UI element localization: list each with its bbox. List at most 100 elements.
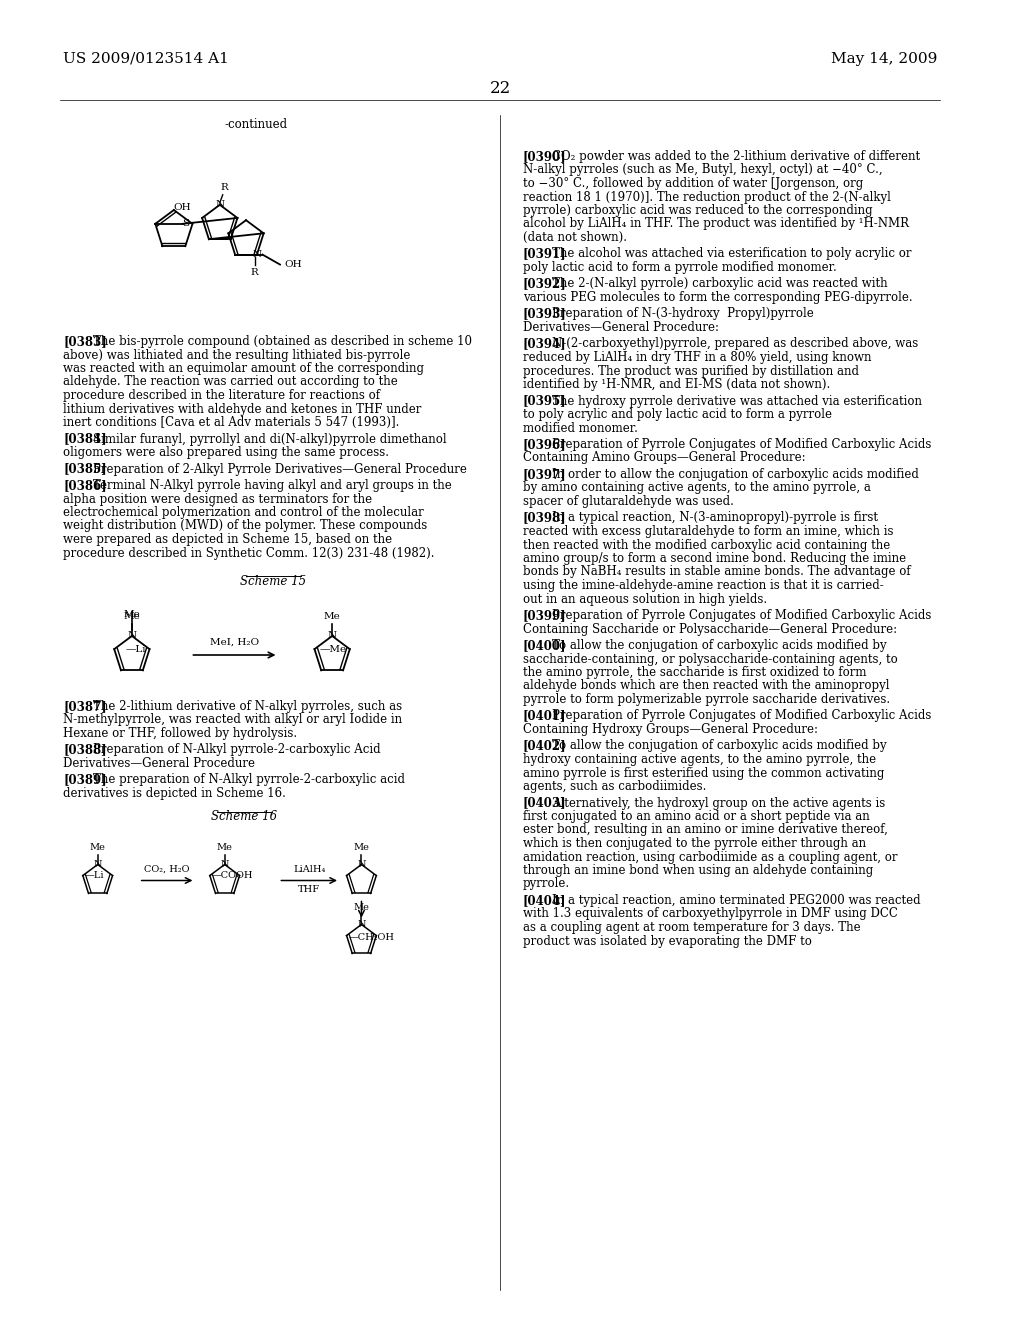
Text: [0394]: [0394] xyxy=(522,338,566,351)
Text: (data not shown).: (data not shown). xyxy=(522,231,627,244)
Text: The bis-pyrrole compound (obtained as described in scheme 10: The bis-pyrrole compound (obtained as de… xyxy=(93,335,472,348)
Text: Containing Saccharide or Polysaccharide—General Procedure:: Containing Saccharide or Polysaccharide—… xyxy=(522,623,897,635)
Text: Containing Amino Groups—General Procedure:: Containing Amino Groups—General Procedur… xyxy=(522,451,805,465)
Text: N: N xyxy=(127,631,136,640)
Text: ester bond, resulting in an amino or imine derivative thereof,: ester bond, resulting in an amino or imi… xyxy=(522,824,888,837)
Text: Hexane or THF, followed by hydrolysis.: Hexane or THF, followed by hydrolysis. xyxy=(63,727,298,741)
Text: [0387]: [0387] xyxy=(63,700,108,713)
Text: to −30° C., followed by addition of water [Jorgenson, org: to −30° C., followed by addition of wate… xyxy=(522,177,863,190)
Text: —Li: —Li xyxy=(126,644,146,653)
Text: [0403]: [0403] xyxy=(522,796,566,809)
Text: modified monomer.: modified monomer. xyxy=(522,421,638,434)
Text: to poly acrylic and poly lactic acid to form a pyrrole: to poly acrylic and poly lactic acid to … xyxy=(522,408,831,421)
Text: amino group/s to form a second imine bond. Reducing the imine: amino group/s to form a second imine bon… xyxy=(522,552,906,565)
Text: then reacted with the modified carboxylic acid containing the: then reacted with the modified carboxyli… xyxy=(522,539,890,552)
Text: through an imine bond when using an aldehyde containing: through an imine bond when using an alde… xyxy=(522,865,872,876)
Text: hydroxy containing active agents, to the amino pyrrole, the: hydroxy containing active agents, to the… xyxy=(522,752,876,766)
Text: [0395]: [0395] xyxy=(522,395,566,408)
Text: To allow the conjugation of carboxylic acids modified by: To allow the conjugation of carboxylic a… xyxy=(552,739,887,752)
Text: Preparation of Pyrrole Conjugates of Modified Carboxylic Acids: Preparation of Pyrrole Conjugates of Mod… xyxy=(552,438,931,451)
Text: the amino pyrrole, the saccharide is first oxidized to form: the amino pyrrole, the saccharide is fir… xyxy=(522,667,866,678)
Text: S: S xyxy=(182,219,189,228)
Text: —Me: —Me xyxy=(319,644,346,653)
Text: out in an aqueous solution in high yields.: out in an aqueous solution in high yield… xyxy=(522,593,767,606)
Text: electrochemical polymerization and control of the molecular: electrochemical polymerization and contr… xyxy=(63,506,424,519)
Text: various PEG molecules to form the corresponding PEG-dipyrrole.: various PEG molecules to form the corres… xyxy=(522,290,912,304)
Text: R: R xyxy=(221,182,228,191)
Text: above) was lithiated and the resulting lithiated bis-pyrrole: above) was lithiated and the resulting l… xyxy=(63,348,411,362)
Text: Similar furanyl, pyrrollyl and di(N-alkyl)pyrrole dimethanol: Similar furanyl, pyrrollyl and di(N-alky… xyxy=(93,433,446,446)
Text: [0399]: [0399] xyxy=(522,609,566,622)
Text: saccharide-containing, or polysaccharide-containing agents, to: saccharide-containing, or polysaccharide… xyxy=(522,652,897,665)
Text: amino pyrrole is first esterified using the common activating: amino pyrrole is first esterified using … xyxy=(522,767,884,780)
Text: —Li: —Li xyxy=(85,871,104,880)
Text: OH: OH xyxy=(284,260,301,269)
Text: reduced by LiAlH₄ in dry THF in a 80% yield, using known: reduced by LiAlH₄ in dry THF in a 80% yi… xyxy=(522,351,871,364)
Text: The alcohol was attached via esterification to poly acrylic or: The alcohol was attached via esterificat… xyxy=(552,248,911,260)
Text: [0398]: [0398] xyxy=(522,511,566,524)
Text: were prepared as depicted in Scheme 15, based on the: were prepared as depicted in Scheme 15, … xyxy=(63,533,392,546)
Text: [0393]: [0393] xyxy=(522,308,566,321)
Text: Scheme 15: Scheme 15 xyxy=(241,576,306,587)
Text: procedure described in Synthetic Comm. 12(3) 231-48 (1982).: procedure described in Synthetic Comm. 1… xyxy=(63,546,435,560)
Text: MeI, H₂O: MeI, H₂O xyxy=(210,638,259,647)
Text: Preparation of 2-Alkyl Pyrrole Derivatives—General Procedure: Preparation of 2-Alkyl Pyrrole Derivativ… xyxy=(93,462,467,475)
Text: May 14, 2009: May 14, 2009 xyxy=(831,51,938,66)
Text: —CH₂OH: —CH₂OH xyxy=(348,933,394,942)
Text: [0391]: [0391] xyxy=(522,248,566,260)
Text: N: N xyxy=(328,631,337,640)
Text: identified by ¹H-NMR, and EI-MS (data not shown).: identified by ¹H-NMR, and EI-MS (data no… xyxy=(522,378,829,391)
Text: reacted with excess glutaraldehyde to form an imine, which is: reacted with excess glutaraldehyde to fo… xyxy=(522,525,893,539)
Text: The 2-(N-alkyl pyrrole) carboxylic acid was reacted with: The 2-(N-alkyl pyrrole) carboxylic acid … xyxy=(552,277,888,290)
Text: Preparation of Pyrrole Conjugates of Modified Carboxylic Acids: Preparation of Pyrrole Conjugates of Mod… xyxy=(552,609,931,622)
Text: N-(2-carboxyethyl)pyrrole, prepared as described above, was: N-(2-carboxyethyl)pyrrole, prepared as d… xyxy=(552,338,919,351)
Text: Preparation of N-Alkyl pyrrole-2-carboxylic Acid: Preparation of N-Alkyl pyrrole-2-carboxy… xyxy=(93,743,381,756)
Text: In a typical reaction, amino terminated PEG2000 was reacted: In a typical reaction, amino terminated … xyxy=(552,894,921,907)
Text: Me: Me xyxy=(324,612,341,620)
Text: -continued: -continued xyxy=(224,117,288,131)
Text: Scheme 16: Scheme 16 xyxy=(211,810,278,824)
Text: The preparation of N-Alkyl pyrrole-2-carboxylic acid: The preparation of N-Alkyl pyrrole-2-car… xyxy=(93,774,404,787)
Text: [0383]: [0383] xyxy=(63,335,108,348)
Text: CO₂, H₂O: CO₂, H₂O xyxy=(144,865,189,874)
Text: bonds by NaBH₄ results in stable amine bonds. The advantage of: bonds by NaBH₄ results in stable amine b… xyxy=(522,565,910,578)
Text: [0397]: [0397] xyxy=(522,469,566,480)
Text: THF: THF xyxy=(298,886,321,895)
Text: [0402]: [0402] xyxy=(522,739,566,752)
Text: pyrrole) carboxylic acid was reduced to the corresponding: pyrrole) carboxylic acid was reduced to … xyxy=(522,205,872,216)
Text: Me: Me xyxy=(124,612,140,620)
Text: oligomers were also prepared using the same process.: oligomers were also prepared using the s… xyxy=(63,446,389,459)
Text: spacer of glutaraldehyde was used.: spacer of glutaraldehyde was used. xyxy=(522,495,733,508)
Text: [0396]: [0396] xyxy=(522,438,566,451)
Text: [0386]: [0386] xyxy=(63,479,108,492)
Text: [0392]: [0392] xyxy=(522,277,566,290)
Text: OH: OH xyxy=(174,203,191,211)
Text: The hydroxy pyrrole derivative was attached via esterification: The hydroxy pyrrole derivative was attac… xyxy=(552,395,922,408)
Text: pyrrole.: pyrrole. xyxy=(522,878,569,891)
Text: LiAlH₄: LiAlH₄ xyxy=(293,865,326,874)
Text: [0385]: [0385] xyxy=(63,462,108,475)
Text: procedures. The product was purified by distillation and: procedures. The product was purified by … xyxy=(522,364,859,378)
Text: —COOH: —COOH xyxy=(212,871,253,880)
Text: To allow the conjugation of carboxylic acids modified by: To allow the conjugation of carboxylic a… xyxy=(552,639,887,652)
Text: product was isolated by evaporating the DMF to: product was isolated by evaporating the … xyxy=(522,935,811,948)
Text: The 2-lithium derivative of N-alkyl pyrroles, such as: The 2-lithium derivative of N-alkyl pyrr… xyxy=(93,700,402,713)
Text: Preparation of N-(3-hydroxy  Propyl)pyrrole: Preparation of N-(3-hydroxy Propyl)pyrro… xyxy=(552,308,814,321)
Text: N: N xyxy=(357,920,366,929)
Text: CO₂ powder was added to the 2-lithium derivative of different: CO₂ powder was added to the 2-lithium de… xyxy=(552,150,921,162)
Text: was reacted with an equimolar amount of the corresponding: was reacted with an equimolar amount of … xyxy=(63,362,425,375)
Text: procedure described in the literature for reactions of: procedure described in the literature fo… xyxy=(63,389,381,403)
Text: N: N xyxy=(357,861,366,869)
Text: using the imine-aldehyde-amine reaction is that it is carried-: using the imine-aldehyde-amine reaction … xyxy=(522,579,884,591)
Text: Derivatives—General Procedure:: Derivatives—General Procedure: xyxy=(522,321,719,334)
Text: Me: Me xyxy=(124,610,140,619)
Text: alcohol by LiAlH₄ in THF. The product was identified by ¹H-NMR: alcohol by LiAlH₄ in THF. The product wa… xyxy=(522,218,908,231)
Text: as a coupling agent at room temperature for 3 days. The: as a coupling agent at room temperature … xyxy=(522,921,860,935)
Text: with 1.3 equivalents of carboxyethylpyrrole in DMF using DCC: with 1.3 equivalents of carboxyethylpyrr… xyxy=(522,908,897,920)
Text: N-alkyl pyrroles (such as Me, Butyl, hexyl, octyl) at −40° C.,: N-alkyl pyrroles (such as Me, Butyl, hex… xyxy=(522,164,883,177)
Text: Preparation of Pyrrole Conjugates of Modified Carboxylic Acids: Preparation of Pyrrole Conjugates of Mod… xyxy=(552,710,931,722)
Text: pyrrole to form polymerizable pyrrole saccharide derivatives.: pyrrole to form polymerizable pyrrole sa… xyxy=(522,693,890,706)
Text: first conjugated to an amino acid or a short peptide via an: first conjugated to an amino acid or a s… xyxy=(522,810,869,822)
Text: amidation reaction, using carbodiimide as a coupling agent, or: amidation reaction, using carbodiimide a… xyxy=(522,850,897,863)
Text: alpha position were designed as terminators for the: alpha position were designed as terminat… xyxy=(63,492,373,506)
